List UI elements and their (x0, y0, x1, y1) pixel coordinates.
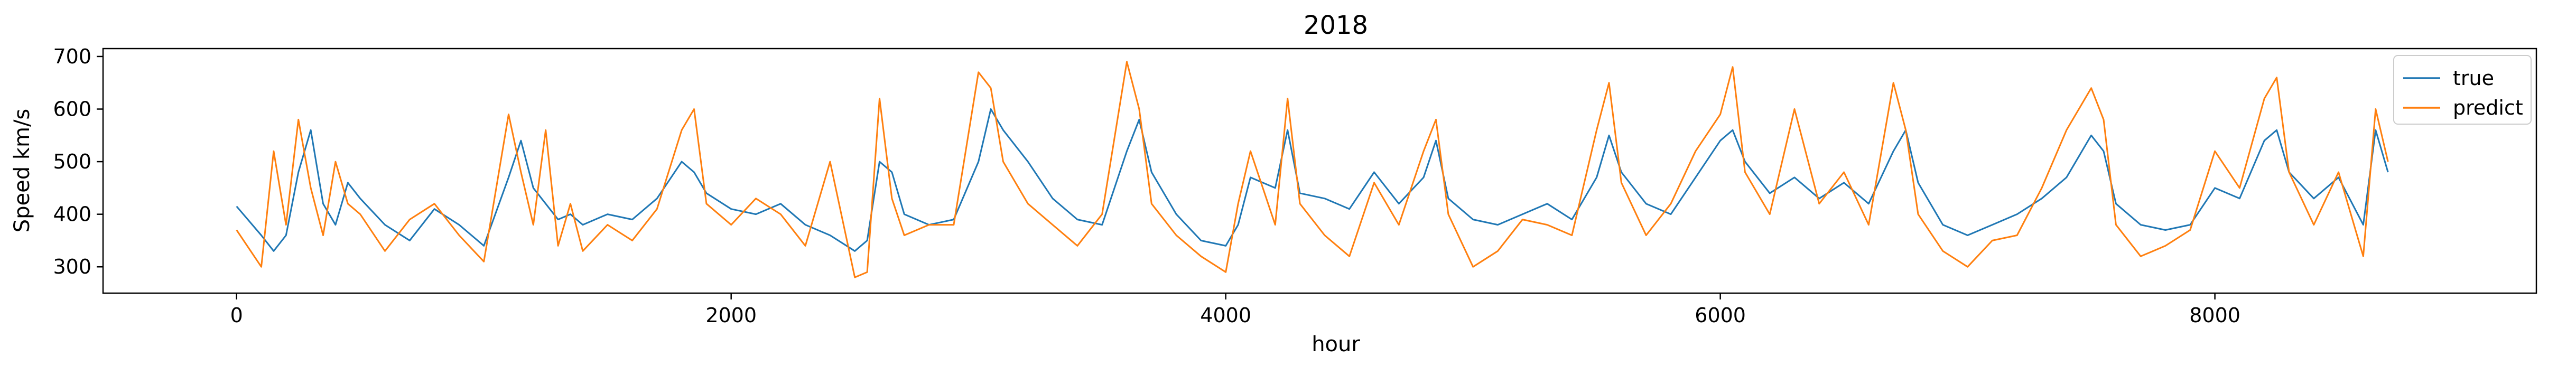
x-tick-label: 0 (230, 304, 243, 327)
legend-label-predict: predict (2453, 96, 2523, 119)
y-tick-label: 700 (53, 45, 91, 68)
x-axis-label: hour (1312, 332, 1360, 357)
y-tick-label: 400 (53, 203, 91, 226)
y-tick-label: 500 (53, 150, 91, 173)
series-line-predict (236, 61, 2389, 278)
y-tick-label: 600 (53, 98, 91, 121)
y-tick-label: 300 (53, 255, 91, 278)
series-layer (236, 61, 2389, 278)
x-axis: 0 2000 4000 6000 8000 (230, 293, 2240, 327)
x-tick-label: 4000 (1200, 304, 1251, 327)
x-tick-label: 8000 (2189, 304, 2240, 327)
x-tick-label: 6000 (1695, 304, 1746, 327)
x-tick-label: 2000 (705, 304, 757, 327)
legend: true predict (2393, 55, 2532, 125)
legend-label-true: true (2453, 67, 2494, 90)
chart-title: 2018 (1304, 11, 1368, 40)
y-axis-label: Speed km/s (10, 109, 34, 233)
y-axis: 300 400 500 600 700 (53, 45, 103, 278)
series-line-true (236, 108, 2389, 252)
plot-frame (102, 48, 2537, 294)
